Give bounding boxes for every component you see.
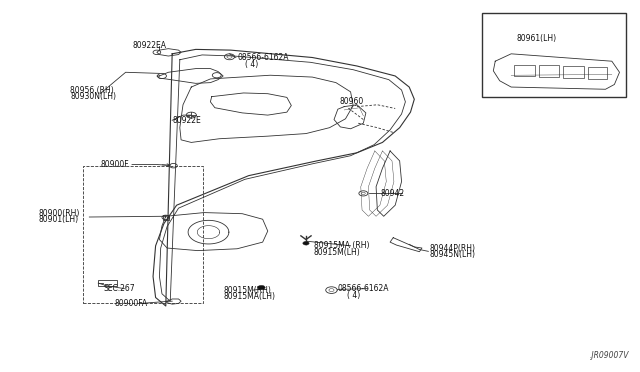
Text: 80900FA: 80900FA	[115, 299, 148, 308]
Bar	[83, 166, 203, 304]
Circle shape	[303, 241, 309, 245]
Text: .JR09007V: .JR09007V	[589, 351, 629, 360]
Text: 08566-6162A: 08566-6162A	[237, 53, 289, 62]
Text: 80901(LH): 80901(LH)	[38, 215, 79, 224]
Bar	[483, 13, 626, 97]
Text: ( 4): ( 4)	[347, 291, 360, 300]
Text: 80900(RH): 80900(RH)	[38, 209, 80, 218]
Text: 80930N(LH): 80930N(LH)	[70, 92, 116, 101]
Text: 80900F: 80900F	[100, 160, 129, 169]
Text: SEC.267: SEC.267	[103, 284, 135, 293]
Bar	[539, 65, 559, 77]
Text: 80944P(RH): 80944P(RH)	[429, 244, 476, 253]
Bar	[563, 65, 584, 78]
Text: ( 4): ( 4)	[245, 60, 258, 69]
Text: 80961(LH): 80961(LH)	[516, 34, 556, 43]
Bar	[588, 67, 607, 79]
Text: 80922EA: 80922EA	[132, 41, 166, 50]
Text: 80945N(LH): 80945N(LH)	[429, 250, 476, 259]
Bar	[163, 215, 169, 220]
Text: 80915MA(LH): 80915MA(LH)	[223, 292, 275, 301]
Text: 80915M(LH): 80915M(LH)	[314, 248, 360, 257]
Text: 80956 (RH): 80956 (RH)	[70, 86, 114, 95]
Bar	[99, 280, 117, 286]
Text: 80915M(RH): 80915M(RH)	[223, 286, 271, 295]
Bar	[515, 65, 535, 76]
Text: 08566-6162A: 08566-6162A	[338, 284, 389, 293]
Circle shape	[257, 285, 265, 290]
Text: 80915MA (RH): 80915MA (RH)	[314, 241, 369, 250]
Text: 80942: 80942	[381, 189, 404, 198]
Text: 80922E: 80922E	[172, 116, 201, 125]
Text: 80960: 80960	[339, 97, 364, 106]
